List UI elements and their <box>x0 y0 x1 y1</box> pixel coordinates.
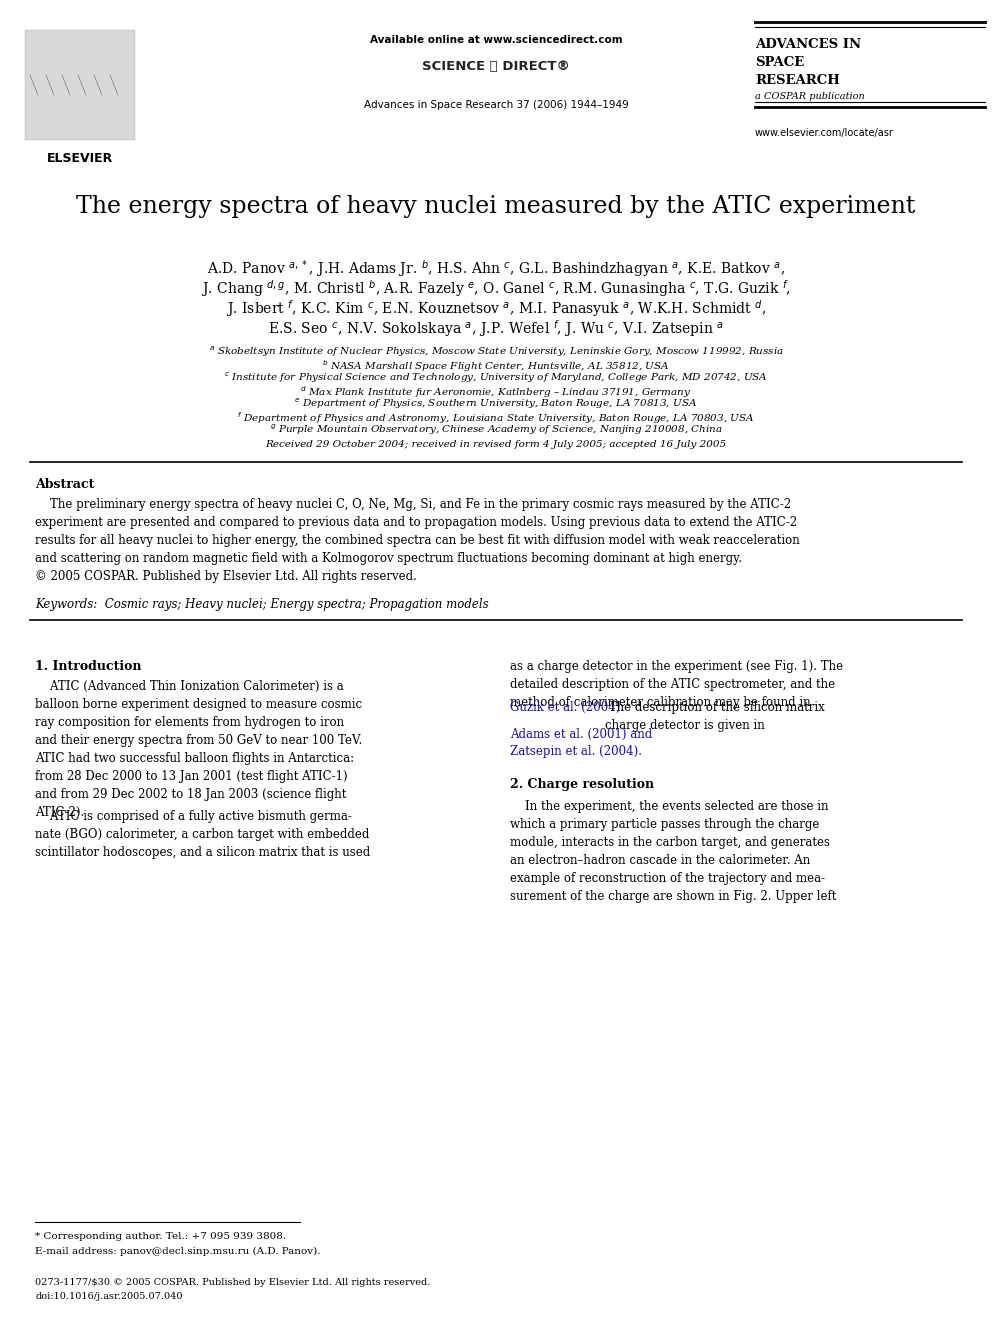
Text: $^{g}$ Purple Mountain Observatory, Chinese Academy of Science, Nanjing 210008, : $^{g}$ Purple Mountain Observatory, Chin… <box>270 423 722 438</box>
Text: ELSEVIER: ELSEVIER <box>47 152 113 165</box>
Text: as a charge detector in the experiment (see Fig. 1). The
detailed description of: as a charge detector in the experiment (… <box>510 660 843 728</box>
Text: A.D. Panov $^{a,*}$, J.H. Adams Jr. $^{b}$, H.S. Ahn $^{c}$, G.L. Bashindzhagyan: A.D. Panov $^{a,*}$, J.H. Adams Jr. $^{b… <box>207 258 785 279</box>
Bar <box>25 30 135 140</box>
Text: a COSPAR publication: a COSPAR publication <box>755 93 865 101</box>
Text: Adams et al. (2001) and
Zatsepin et al. (2004).: Adams et al. (2001) and Zatsepin et al. … <box>510 728 653 758</box>
Text: Received 29 October 2004; received in revised form 4 July 2005; accepted 16 July: Received 29 October 2004; received in re… <box>266 441 726 448</box>
Text: $^{b}$ NASA Marshall Space Flight Center, Huntsville, AL 35812, USA: $^{b}$ NASA Marshall Space Flight Center… <box>322 359 670 374</box>
Text: SCIENCE ⓓ DIRECT®: SCIENCE ⓓ DIRECT® <box>422 60 570 73</box>
Text: Guzik et al. (2004).: Guzik et al. (2004). <box>510 700 624 713</box>
Text: $^{d}$ Max Plank Institute fur Aeronomie, Katlnberg – Lindau 37191, Germany: $^{d}$ Max Plank Institute fur Aeronomie… <box>301 384 691 400</box>
Text: ADVANCES IN: ADVANCES IN <box>755 38 861 52</box>
Text: ATIC is comprised of a fully active bismuth germa-
nate (BGO) calorimeter, a car: ATIC is comprised of a fully active bism… <box>35 810 370 859</box>
Text: J. Isbert $^{f}$, K.C. Kim $^{c}$, E.N. Kouznetsov $^{a}$, M.I. Panasyuk $^{a}$,: J. Isbert $^{f}$, K.C. Kim $^{c}$, E.N. … <box>226 298 766 319</box>
Text: www.elsevier.com/locate/asr: www.elsevier.com/locate/asr <box>755 128 894 138</box>
Text: 0273-1177/$30 © 2005 COSPAR. Published by Elsevier Ltd. All rights reserved.: 0273-1177/$30 © 2005 COSPAR. Published b… <box>35 1278 431 1287</box>
Text: J. Chang $^{d,g}$, M. Christl $^{b}$, A.R. Fazely $^{e}$, O. Ganel $^{c}$, R.M. : J. Chang $^{d,g}$, M. Christl $^{b}$, A.… <box>201 278 791 299</box>
Text: The energy spectra of heavy nuclei measured by the ATIC experiment: The energy spectra of heavy nuclei measu… <box>76 194 916 218</box>
Text: In the experiment, the events selected are those in
which a primary particle pas: In the experiment, the events selected a… <box>510 800 836 904</box>
Text: E-mail address: panov@decl.sinp.msu.ru (A.D. Panov).: E-mail address: panov@decl.sinp.msu.ru (… <box>35 1248 320 1256</box>
Text: Available online at www.sciencedirect.com: Available online at www.sciencedirect.co… <box>370 34 622 45</box>
Text: $^{c}$ Institute for Physical Science and Technology, University of Maryland, Co: $^{c}$ Institute for Physical Science an… <box>224 370 768 385</box>
Text: The preliminary energy spectra of heavy nuclei C, O, Ne, Mg, Si, and Fe in the p: The preliminary energy spectra of heavy … <box>35 497 800 583</box>
Text: $^{f}$ Department of Physics and Astronomy, Louisiana State University, Baton Ro: $^{f}$ Department of Physics and Astrono… <box>237 410 755 426</box>
Text: Advances in Space Research 37 (2006) 1944–1949: Advances in Space Research 37 (2006) 194… <box>364 101 628 110</box>
Text: 1. Introduction: 1. Introduction <box>35 660 142 673</box>
Text: $^{a}$ Skobeltsyn Institute of Nuclear Physics, Moscow State University, Leninsk: $^{a}$ Skobeltsyn Institute of Nuclear P… <box>208 345 784 360</box>
Text: Abstract: Abstract <box>35 478 94 491</box>
Text: The description of the silicon matrix
charge detector is given in: The description of the silicon matrix ch… <box>605 700 824 732</box>
Text: RESEARCH: RESEARCH <box>755 74 840 87</box>
Text: 2. Charge resolution: 2. Charge resolution <box>510 778 654 791</box>
Text: ATIC (Advanced Thin Ionization Calorimeter) is a
balloon borne experiment design: ATIC (Advanced Thin Ionization Calorimet… <box>35 680 362 819</box>
Text: * Corresponding author. Tel.: +7 095 939 3808.: * Corresponding author. Tel.: +7 095 939… <box>35 1232 286 1241</box>
Text: Keywords:  Cosmic rays; Heavy nuclei; Energy spectra; Propagation models: Keywords: Cosmic rays; Heavy nuclei; Ene… <box>35 598 489 611</box>
Text: SPACE: SPACE <box>755 56 805 69</box>
Text: E.S. Seo $^{c}$, N.V. Sokolskaya $^{a}$, J.P. Wefel $^{f}$, J. Wu $^{c}$, V.I. Z: E.S. Seo $^{c}$, N.V. Sokolskaya $^{a}$,… <box>268 318 724 339</box>
Text: doi:10.1016/j.asr.2005.07.040: doi:10.1016/j.asr.2005.07.040 <box>35 1293 183 1301</box>
Text: $^{e}$ Department of Physics, Southern University, Baton Rouge, LA 70813, USA: $^{e}$ Department of Physics, Southern U… <box>295 397 697 411</box>
